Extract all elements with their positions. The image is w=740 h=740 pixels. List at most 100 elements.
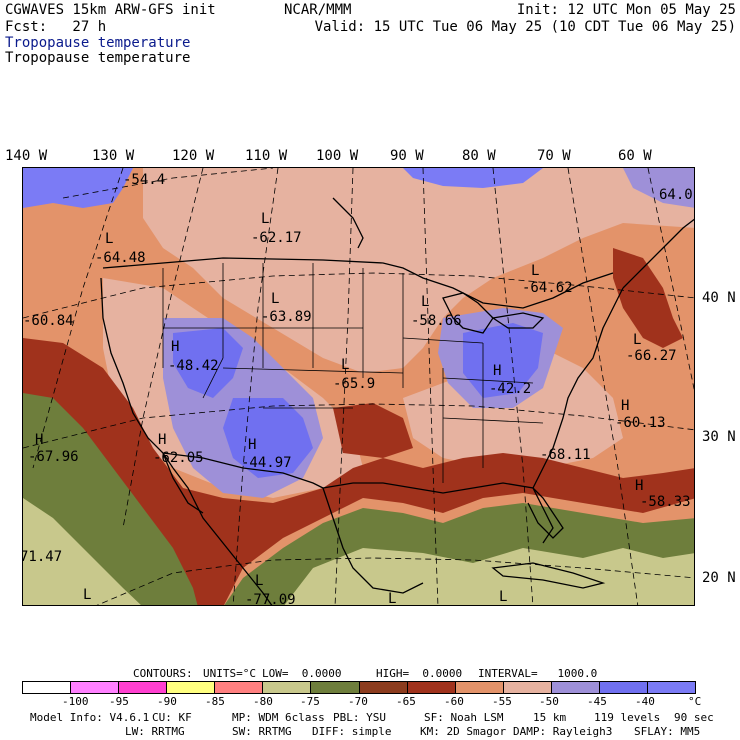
footer-lw: LW: RRTMG	[125, 725, 185, 738]
legend-tick: -80	[253, 695, 273, 708]
field-darkred-ne	[613, 248, 683, 348]
map-value: -60.13	[615, 415, 666, 431]
cuba	[491, 562, 606, 589]
lon-label-110w: 110 W	[245, 148, 288, 164]
lat-label-40n: 40 N	[702, 290, 736, 306]
map-low-marker: L	[633, 332, 642, 348]
contours-high: HIGH= 0.0000	[376, 667, 463, 680]
mexico-east-coast	[322, 487, 424, 594]
field-darkred-south	[23, 338, 694, 605]
legend-tick: -75	[300, 695, 320, 708]
legend-tick: -40	[635, 695, 655, 708]
map-value: -54.4	[123, 172, 166, 188]
great-lakes	[442, 292, 494, 334]
footer-resolution: 15 km	[533, 711, 567, 724]
map-low-marker: L	[105, 231, 114, 247]
gulf-coast	[322, 482, 554, 544]
lon-line-80w	[492, 168, 534, 605]
legend-color-cell	[215, 682, 264, 693]
legend-tick: -70	[348, 695, 368, 708]
legend-color-cell	[455, 682, 504, 693]
map-high-marker: H	[635, 478, 644, 494]
map-value: -63.89	[261, 309, 312, 325]
map-value: -77.09	[245, 592, 296, 606]
lon-line-100w	[334, 168, 354, 605]
contours-interval: INTERVAL= 1000.0	[478, 667, 598, 680]
us-mexico-border	[162, 452, 324, 489]
lon-label-80w: 80 W	[462, 148, 496, 164]
map-low-marker: L	[341, 357, 350, 373]
us-east-coast	[532, 287, 624, 489]
footer-km: KM: 2D Smagor	[420, 725, 507, 738]
baja	[162, 452, 204, 514]
map-value: -66.27	[626, 348, 677, 364]
lon-label-90w: 90 W	[390, 148, 424, 164]
legend-tick: -65	[396, 695, 416, 708]
lon-label-60w: 60 W	[618, 148, 652, 164]
state-borders	[162, 263, 544, 483]
legend-color-cell	[311, 682, 360, 693]
map-value: 64.0	[659, 187, 693, 203]
map-low-marker: L	[531, 263, 540, 279]
map-value: -64.48	[95, 250, 146, 266]
legend-color-cell	[359, 682, 408, 693]
footer-diff: DIFF: simple	[312, 725, 392, 738]
lon-line-110w	[232, 168, 279, 605]
map-value: -68.11	[540, 447, 591, 463]
valid-time: Valid: 15 UTC Tue 06 May 25 (10 CDT Tue …	[314, 19, 736, 35]
lon-label-130w: 130 W	[92, 148, 135, 164]
legend-color-cell	[599, 682, 649, 693]
map-high-marker: H	[35, 432, 44, 448]
lon-label-120w: 120 W	[172, 148, 215, 164]
footer-cu: CU: KF	[152, 711, 192, 724]
legend-tick: -60	[444, 695, 464, 708]
lat-line-30n	[23, 403, 694, 449]
lon-label-140w: 140 W	[5, 148, 48, 164]
florida	[527, 487, 564, 539]
lon-line-70w	[567, 168, 639, 605]
map-value: -42.2	[489, 381, 532, 397]
field-blue-ne-corner	[623, 168, 694, 208]
lat-line-40n	[23, 272, 694, 319]
legend-color-cell	[407, 682, 456, 693]
footer-sflay: SFLAY: MM5	[634, 725, 701, 738]
legend-color-cell	[263, 682, 312, 693]
map-value: -44.97	[241, 455, 292, 471]
contours-low: LOW= 0.0000	[262, 667, 342, 680]
map-svg	[23, 168, 694, 605]
us-west-coast	[100, 277, 174, 469]
legend-tick: -100	[62, 695, 89, 708]
model-title: CGWAVES 15km ARW-GFS init	[5, 2, 216, 18]
legend-tick: -90	[157, 695, 177, 708]
lon-line-120w	[122, 168, 204, 529]
map-high-marker: H	[621, 398, 630, 414]
lon-label-100w: 100 W	[316, 148, 359, 164]
map-low-marker: L	[271, 291, 280, 307]
legend-color-cell	[648, 682, 696, 693]
legend-color-cell	[71, 682, 120, 693]
map-low-marker: L	[421, 294, 430, 310]
hudson-bay-edge	[332, 197, 364, 249]
init-time: Init: 12 UTC Mon 05 May 25	[516, 2, 736, 18]
contours-units: UNITS=°C	[203, 667, 256, 680]
coastlines	[100, 197, 694, 605]
legend-color-cell	[119, 682, 168, 693]
legend-color-cell	[503, 682, 552, 693]
map-high-marker: H	[158, 432, 167, 448]
map-value: -58.33	[640, 494, 691, 510]
field-title: Tropopause temperature	[5, 50, 191, 66]
legend-tick: -55	[492, 695, 512, 708]
map-low-marker: L	[83, 587, 92, 603]
footer-levels: 119 levels	[594, 711, 661, 724]
lat-label-20n: 20 N	[702, 570, 736, 586]
lon-label-70w: 70 W	[537, 148, 571, 164]
footer-timestep: 90 sec	[674, 711, 714, 724]
mexico-west-coast	[172, 467, 273, 605]
lon-line-130w	[32, 168, 124, 469]
field-blue-ne-strip	[403, 168, 543, 188]
lake-2	[491, 312, 545, 329]
legend-tick: -50	[539, 695, 559, 708]
map-low-marker: L	[255, 573, 264, 589]
lon-line-90w	[422, 168, 439, 605]
map-high-marker: H	[493, 363, 502, 379]
